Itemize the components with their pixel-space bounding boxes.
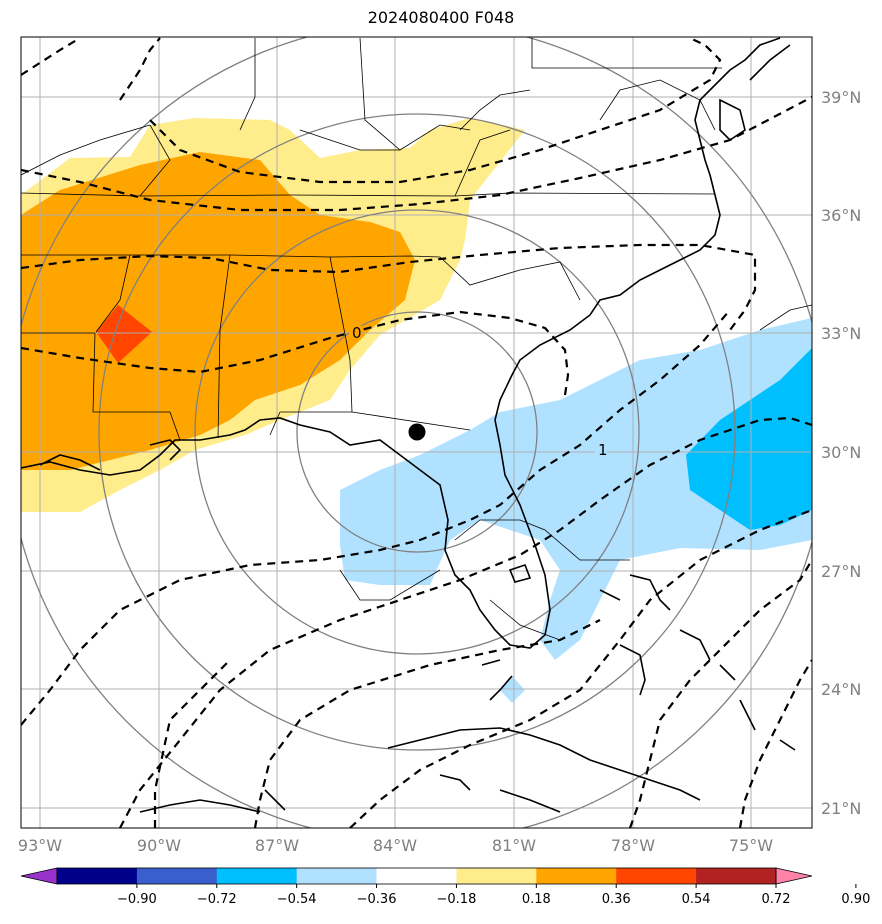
lat-label: 36°N xyxy=(821,206,861,225)
lon-label: 90°W xyxy=(137,836,181,855)
coastlines xyxy=(21,37,796,813)
colorbar-segment xyxy=(296,868,378,884)
lat-label: 21°N xyxy=(821,799,861,818)
colorbar-tick-label: −0.72 xyxy=(197,892,237,907)
colorbar-frame xyxy=(56,867,777,885)
contour-lines xyxy=(21,37,812,828)
lat-label: 33°N xyxy=(821,324,861,343)
anomaly-fill-light-blue xyxy=(340,318,812,660)
plot-frame xyxy=(20,36,813,829)
lon-label: 87°W xyxy=(255,836,299,855)
lon-label: 81°W xyxy=(492,836,536,855)
colorbar-tick-label: 0.72 xyxy=(762,892,791,907)
contour-label-1: 1 xyxy=(598,441,608,459)
colorbar-segment xyxy=(216,868,298,884)
lat-label: 39°N xyxy=(821,88,861,107)
range-rings xyxy=(21,37,812,828)
colorbar-tick-label: −0.90 xyxy=(117,892,157,907)
anomaly-fill-blue xyxy=(686,348,812,530)
colorbar-tick-label: −0.36 xyxy=(357,892,397,907)
colorbar-tick-label: 0.36 xyxy=(602,892,631,907)
colorbar-segment xyxy=(456,868,537,884)
colorbar-segment xyxy=(57,868,138,884)
lon-label: 78°W xyxy=(611,836,655,855)
colorbar-segment xyxy=(536,868,617,884)
lat-label: 24°N xyxy=(821,680,861,699)
colorbar-tick-label: −0.54 xyxy=(277,892,317,907)
colorbar-tick-label: 0.18 xyxy=(522,892,551,907)
colorbar-tick-label: 0.90 xyxy=(841,892,870,907)
colorbar-segment xyxy=(616,868,697,884)
center-marker xyxy=(408,423,426,441)
colorbar-segment xyxy=(136,868,218,884)
lon-label: 75°W xyxy=(729,836,773,855)
colorbar-tick-label: −0.18 xyxy=(437,892,477,907)
state-borders xyxy=(21,37,812,641)
map-title: 2024080400 F048 xyxy=(367,8,515,27)
anomaly-fill-orange xyxy=(21,152,415,470)
lon-label: 93°W xyxy=(18,836,62,855)
lon-label: 84°W xyxy=(373,836,417,855)
colorbar: −0.90 −0.72 −0.54 −0.36 −0.18 0.18 0.36 0.54 0.7… xyxy=(20,867,870,907)
colorbar-extend-low xyxy=(20,867,58,885)
colorbar-extend-high xyxy=(775,867,813,885)
lat-label: 30°N xyxy=(821,443,861,462)
colorbar-tick-label: 0.54 xyxy=(682,892,711,907)
contour-label-0: 0 xyxy=(352,324,362,342)
contour-label-bg xyxy=(349,324,361,340)
colorbar-segment xyxy=(376,868,457,884)
lat-label: 27°N xyxy=(821,562,861,581)
contour-label-bg xyxy=(595,440,607,456)
colorbar-segment xyxy=(696,868,777,884)
